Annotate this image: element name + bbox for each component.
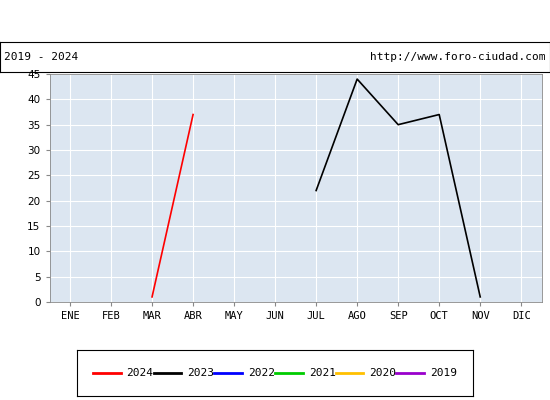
Text: http://www.foro-ciudad.com: http://www.foro-ciudad.com (370, 52, 546, 62)
Text: 2020: 2020 (370, 368, 397, 378)
Text: 2022: 2022 (248, 368, 275, 378)
Text: 2019 - 2024: 2019 - 2024 (4, 52, 79, 62)
Text: 2024: 2024 (126, 368, 153, 378)
Text: Evolucion Nº Turistas Extranjeros en el municipio de Villaornate y Castro: Evolucion Nº Turistas Extranjeros en el … (0, 14, 550, 28)
Text: 2023: 2023 (187, 368, 214, 378)
Text: 2019: 2019 (430, 368, 457, 378)
Text: 2021: 2021 (309, 368, 336, 378)
